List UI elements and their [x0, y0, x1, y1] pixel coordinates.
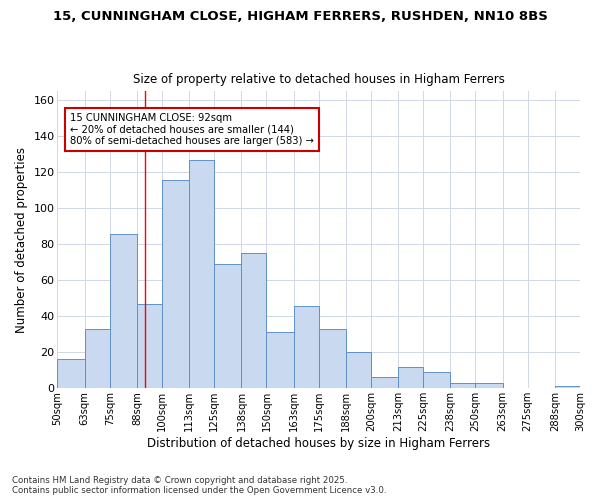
Bar	[266, 332, 293, 388]
Text: 15 CUNNINGHAM CLOSE: 92sqm
← 20% of detached houses are smaller (144)
80% of sem: 15 CUNNINGHAM CLOSE: 92sqm ← 20% of deta…	[70, 113, 314, 146]
Bar	[293, 306, 319, 388]
Text: Contains HM Land Registry data © Crown copyright and database right 2025.
Contai: Contains HM Land Registry data © Crown c…	[12, 476, 386, 495]
Bar	[110, 234, 137, 388]
Bar	[423, 372, 451, 388]
X-axis label: Distribution of detached houses by size in Higham Ferrers: Distribution of detached houses by size …	[147, 437, 490, 450]
Bar	[58, 360, 85, 388]
Bar	[214, 264, 241, 388]
Bar	[398, 366, 423, 388]
Bar	[371, 378, 398, 388]
Bar	[475, 383, 503, 388]
Bar	[555, 386, 580, 388]
Bar	[189, 160, 214, 388]
Bar	[241, 254, 266, 388]
Bar	[85, 329, 110, 388]
Bar	[137, 304, 162, 388]
Bar	[346, 352, 371, 388]
Bar	[451, 383, 475, 388]
Title: Size of property relative to detached houses in Higham Ferrers: Size of property relative to detached ho…	[133, 73, 505, 86]
Bar	[319, 329, 346, 388]
Y-axis label: Number of detached properties: Number of detached properties	[15, 147, 28, 333]
Text: 15, CUNNINGHAM CLOSE, HIGHAM FERRERS, RUSHDEN, NN10 8BS: 15, CUNNINGHAM CLOSE, HIGHAM FERRERS, RU…	[53, 10, 547, 23]
Bar	[162, 180, 189, 388]
